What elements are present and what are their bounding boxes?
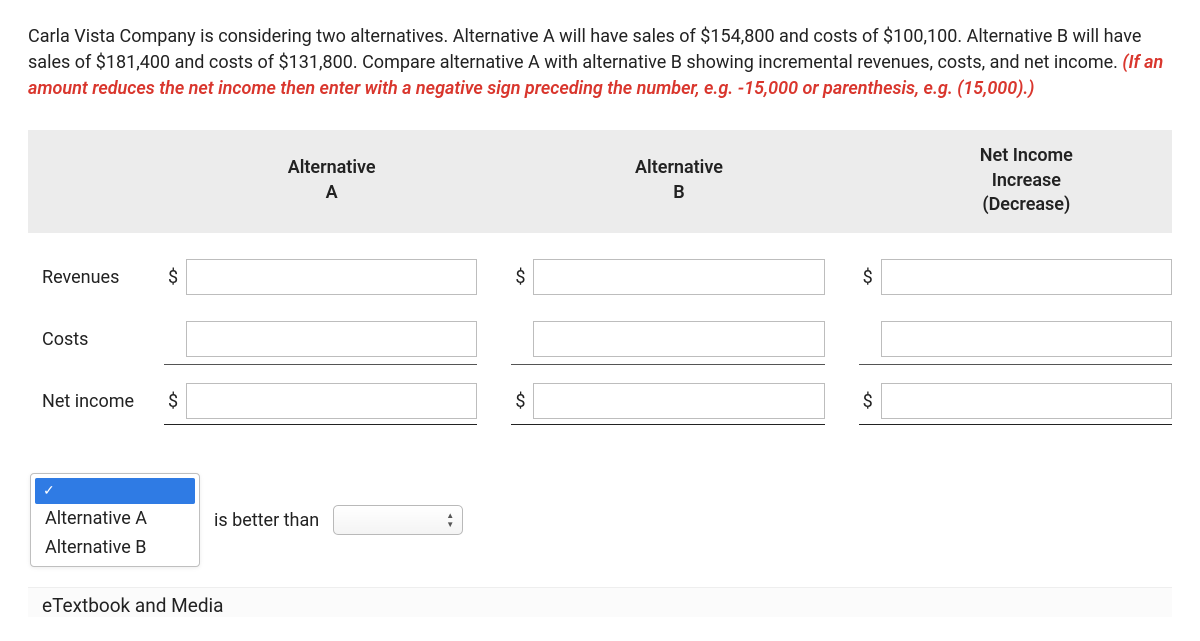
currency-symbol: $ bbox=[166, 391, 186, 412]
column-header-alt-a: AlternativeA bbox=[186, 156, 477, 205]
row-label-net-income: Net income bbox=[28, 391, 166, 412]
currency-symbol: $ bbox=[513, 267, 533, 288]
input-netincome-b[interactable] bbox=[533, 383, 824, 419]
row-label-revenues: Revenues bbox=[28, 267, 166, 288]
second-alternative-dropdown[interactable]: ▲▼ bbox=[333, 505, 463, 535]
currency-symbol: $ bbox=[166, 267, 186, 288]
currency-symbol: $ bbox=[861, 267, 881, 288]
etextbook-link[interactable]: eTextbook and Media bbox=[28, 587, 1172, 617]
currency-symbol: $ bbox=[513, 391, 533, 412]
table-header-row: AlternativeA AlternativeB Net IncomeIncr… bbox=[28, 130, 1172, 233]
comparison-table: AlternativeA AlternativeB Net IncomeIncr… bbox=[28, 130, 1172, 419]
input-netincome-a[interactable] bbox=[186, 383, 477, 419]
check-icon: ✓ bbox=[43, 483, 55, 499]
dropdown-option-b[interactable]: Alternative B bbox=[35, 533, 195, 562]
first-alternative-dropdown[interactable]: ✓ Alternative A Alternative B bbox=[30, 473, 200, 567]
input-costs-net[interactable] bbox=[881, 321, 1172, 357]
prompt-main-text: Carla Vista Company is considering two a… bbox=[28, 26, 1141, 73]
input-costs-b[interactable] bbox=[533, 321, 824, 357]
currency-symbol: $ bbox=[861, 391, 881, 412]
stepper-icon: ▲▼ bbox=[446, 512, 454, 529]
column-header-net-income: Net IncomeIncrease(Decrease) bbox=[881, 144, 1172, 217]
answer-row: ✓ Alternative A Alternative B is better … bbox=[28, 473, 1172, 567]
input-revenues-b[interactable] bbox=[533, 259, 824, 295]
question-prompt: Carla Vista Company is considering two a… bbox=[28, 24, 1172, 102]
row-label-costs: Costs bbox=[28, 329, 166, 350]
input-revenues-a[interactable] bbox=[186, 259, 477, 295]
input-netincome-net[interactable] bbox=[881, 383, 1172, 419]
input-costs-a[interactable] bbox=[186, 321, 477, 357]
dropdown-selected-blank[interactable]: ✓ bbox=[35, 478, 195, 504]
column-header-alt-b: AlternativeB bbox=[533, 156, 824, 205]
dropdown-option-a[interactable]: Alternative A bbox=[35, 504, 195, 533]
is-better-than-text: is better than bbox=[214, 510, 319, 531]
input-revenues-net[interactable] bbox=[881, 259, 1172, 295]
